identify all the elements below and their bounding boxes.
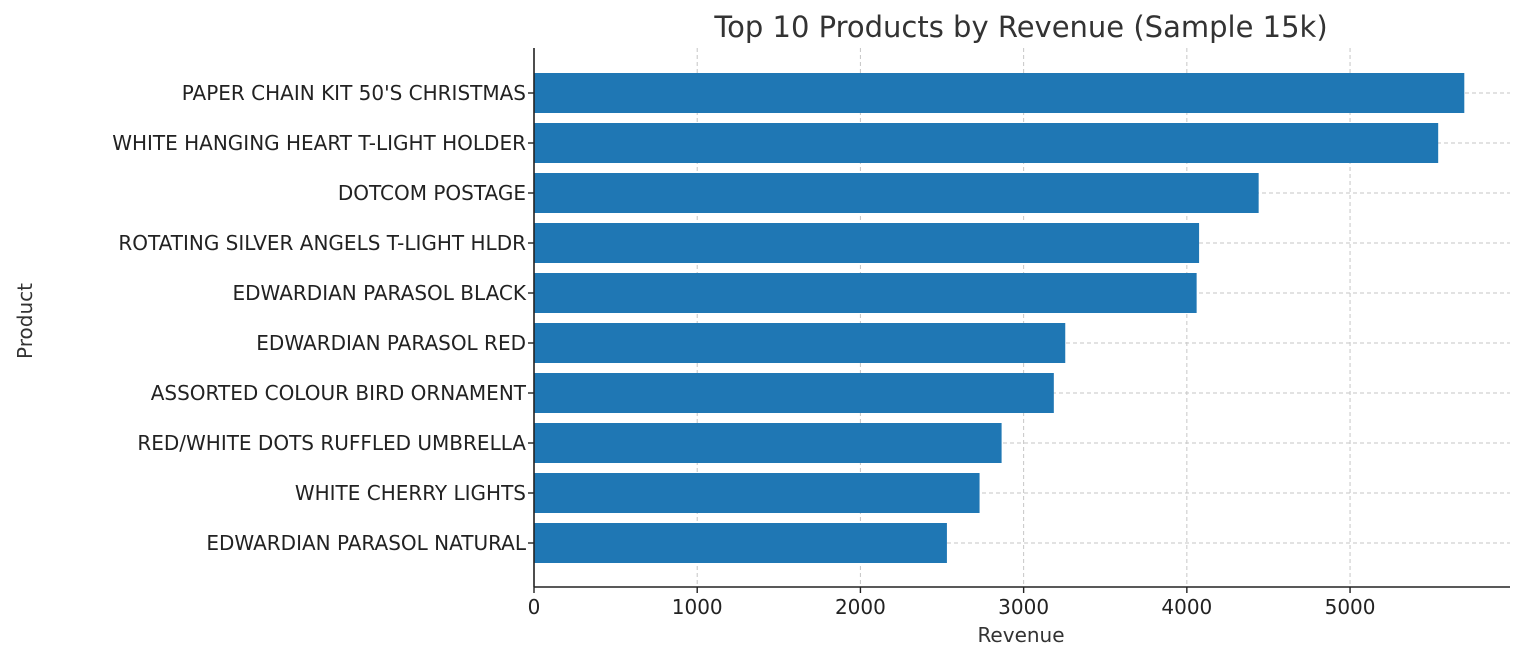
y-tick-label: ASSORTED COLOUR BIRD ORNAMENT [151,381,527,405]
x-tick-label: 4000 [1161,595,1212,619]
x-tick-label: 2000 [835,595,886,619]
axes-layer [528,48,1510,593]
y-tick-label: EDWARDIAN PARASOL NATURAL [206,531,526,555]
y-tick-label: EDWARDIAN PARASOL BLACK [233,281,527,305]
x-tick-label: 0 [528,595,541,619]
bar [534,423,1002,463]
bars-layer [534,73,1465,563]
x-tick-label: 5000 [1325,595,1376,619]
chart-title: Top 10 Products by Revenue (Sample 15k) [713,10,1327,44]
bar [534,323,1066,363]
bar [534,173,1259,213]
y-tick-label: WHITE HANGING HEART T-LIGHT HOLDER [112,131,526,155]
x-axis-title: Revenue [977,623,1064,647]
bar [534,523,947,563]
y-tick-label: ROTATING SILVER ANGELS T-LIGHT HLDR [118,231,526,255]
y-tick-label: EDWARDIAN PARASOL RED [256,331,526,355]
bar [534,473,980,513]
x-tick-label: 3000 [998,595,1049,619]
y-tick-label: RED/WHITE DOTS RUFFLED UMBRELLA [137,431,526,455]
y-axis-title: Product [13,283,37,359]
x-tick-label: 1000 [672,595,723,619]
bar [534,123,1439,163]
bar [534,273,1197,313]
bar [534,223,1200,263]
labels-layer: 0 1000 2000 3000 4000 5000 PAPER CHAIN KIT 50'… [112,81,1375,619]
y-tick-label: WHITE CHERRY LIGHTS [295,481,526,505]
bar [534,373,1054,413]
y-tick-label: PAPER CHAIN KIT 50'S CHRISTMAS [182,81,526,105]
y-tick-label: DOTCOM POSTAGE [338,181,526,205]
bar [534,73,1465,113]
